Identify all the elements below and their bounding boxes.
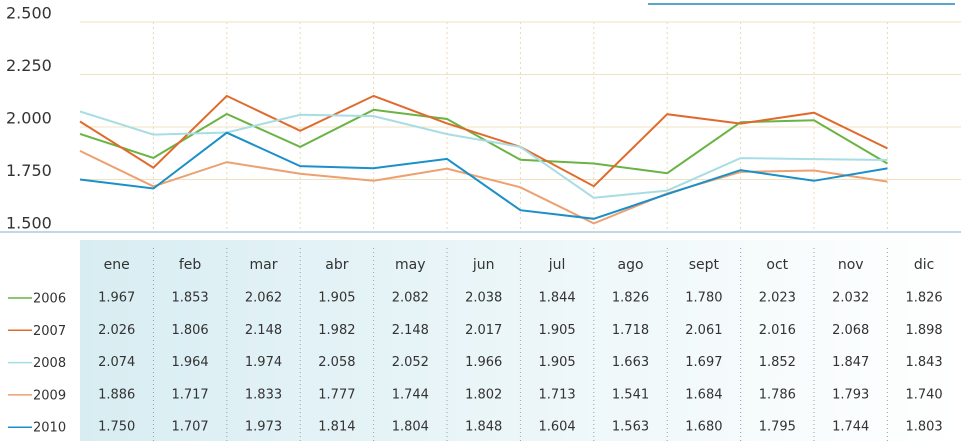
table-cell: 1.718 xyxy=(612,323,649,338)
series-line xyxy=(79,110,888,199)
table-cell: 1.833 xyxy=(245,387,282,402)
table-cell: 2.068 xyxy=(832,323,869,338)
column-header: nov xyxy=(838,257,864,273)
table-cell: 1.786 xyxy=(759,387,796,402)
table-cell: 2.017 xyxy=(465,323,502,338)
y-tick-label: 1.750 xyxy=(6,161,52,180)
legend-label: 2010 xyxy=(33,421,66,436)
table-cell: 2.026 xyxy=(98,323,135,338)
legend-label: 2007 xyxy=(33,324,66,339)
table-cell: 1.793 xyxy=(832,387,869,402)
table-cell: 1.707 xyxy=(171,420,208,435)
table-cell: 2.032 xyxy=(832,291,869,306)
table-cell: 1.744 xyxy=(832,420,869,435)
y-tick-label: 2.000 xyxy=(6,109,52,128)
table-cell: 1.717 xyxy=(171,387,208,402)
table-cell: 1.777 xyxy=(318,387,355,402)
series-line xyxy=(79,94,888,188)
table-cell: 2.062 xyxy=(245,291,282,306)
column-header: oct xyxy=(766,257,788,273)
table-cell: 1.826 xyxy=(905,291,942,306)
table-cell: 1.982 xyxy=(318,323,355,338)
table-cell: 2.074 xyxy=(98,355,135,370)
table-cell: 1.905 xyxy=(538,323,575,338)
table-cell: 2.052 xyxy=(392,355,429,370)
table-cell: 1.814 xyxy=(318,420,355,435)
legend-label: 2008 xyxy=(33,356,66,371)
column-header: abr xyxy=(325,257,348,273)
table-cell: 1.795 xyxy=(759,420,796,435)
table-cell: 1.806 xyxy=(171,323,208,338)
table-cell: 1.843 xyxy=(905,355,942,370)
legend-label: 2006 xyxy=(33,292,66,307)
column-header: ene xyxy=(104,257,130,273)
table-cell: 1.966 xyxy=(465,355,502,370)
table-cell: 1.803 xyxy=(905,420,942,435)
table-cell: 1.848 xyxy=(465,420,502,435)
y-tick-label: 2.250 xyxy=(6,56,52,75)
table-cell: 1.974 xyxy=(245,355,282,370)
series-line xyxy=(79,149,888,225)
column-header: feb xyxy=(179,257,202,273)
table-cell: 2.058 xyxy=(318,355,355,370)
table-cell: 2.148 xyxy=(245,323,282,338)
series-line xyxy=(79,131,888,220)
y-tick-label: 2.500 xyxy=(6,4,52,23)
table-cell: 1.740 xyxy=(905,387,942,402)
table-cell: 2.082 xyxy=(392,291,429,306)
table-cell: 1.898 xyxy=(905,323,942,338)
table-cell: 1.967 xyxy=(98,291,135,306)
table-cell: 2.023 xyxy=(759,291,796,306)
table-cell: 2.061 xyxy=(685,323,722,338)
table-cell: 2.016 xyxy=(759,323,796,338)
column-header: ago xyxy=(617,257,643,273)
table-cell: 1.563 xyxy=(612,420,649,435)
column-header: dic xyxy=(914,257,934,273)
table-cell: 1.973 xyxy=(245,420,282,435)
table-cell: 2.148 xyxy=(392,323,429,338)
column-header: sept xyxy=(689,257,720,273)
table-cell: 1.713 xyxy=(538,387,575,402)
column-header: may xyxy=(395,257,426,273)
table-cell: 1.804 xyxy=(392,420,429,435)
column-header: mar xyxy=(250,257,278,273)
table-cell: 1.905 xyxy=(318,291,355,306)
table-cell: 1.780 xyxy=(685,291,722,306)
table-cell: 1.905 xyxy=(538,355,575,370)
table-cell: 1.847 xyxy=(832,355,869,370)
table-cell: 1.750 xyxy=(98,420,135,435)
legend-label: 2009 xyxy=(33,388,66,403)
table-cell: 1.697 xyxy=(685,355,722,370)
column-header: jul xyxy=(548,257,566,273)
y-tick-label: 1.500 xyxy=(6,214,52,233)
column-header: jun xyxy=(472,257,495,273)
table-cell: 1.541 xyxy=(612,387,649,402)
table-cell: 1.853 xyxy=(171,291,208,306)
table-cell: 1.680 xyxy=(685,420,722,435)
table-cell: 1.684 xyxy=(685,387,722,402)
table-cell: 1.886 xyxy=(98,387,135,402)
table-cell: 1.844 xyxy=(538,291,575,306)
table-cell: 1.852 xyxy=(759,355,796,370)
table-cell: 1.826 xyxy=(612,291,649,306)
table-cell: 1.604 xyxy=(538,420,575,435)
table-cell: 1.964 xyxy=(171,355,208,370)
table-cell: 1.744 xyxy=(392,387,429,402)
table-cell: 1.802 xyxy=(465,387,502,402)
table-cell: 2.038 xyxy=(465,291,502,306)
table-cell: 1.663 xyxy=(612,355,649,370)
